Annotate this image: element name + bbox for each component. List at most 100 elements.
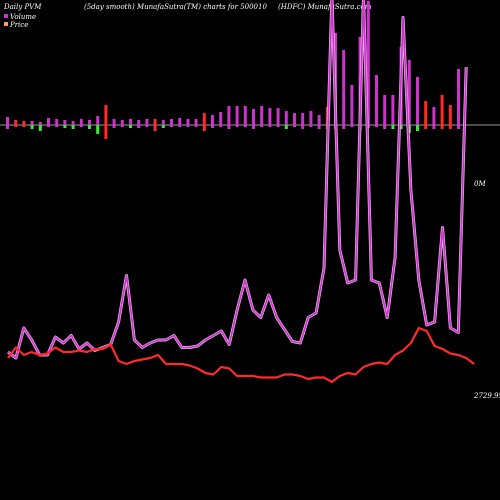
volume-bar-bottom bbox=[301, 125, 305, 129]
volume-bar-bottom bbox=[71, 125, 75, 129]
volume-bar-top bbox=[88, 120, 91, 125]
volume-bar-top bbox=[235, 106, 239, 125]
volume-bar-top bbox=[424, 101, 428, 125]
volume-bar-bottom bbox=[424, 125, 428, 129]
volume-bar-bottom bbox=[293, 125, 296, 127]
volume-bar-top bbox=[161, 120, 165, 125]
volume-bar-bottom bbox=[137, 125, 141, 128]
volume-bar-top bbox=[448, 105, 452, 125]
volume-bar-bottom bbox=[63, 125, 67, 128]
legend-label-price: Price bbox=[9, 21, 28, 29]
header-center: (5day smooth) MunafaSutra(TM) charts for… bbox=[84, 3, 267, 11]
volume-bar-top bbox=[342, 50, 346, 125]
volume-bar-bottom bbox=[276, 125, 280, 127]
volume-line bbox=[7, 0, 467, 359]
volume-bar-bottom bbox=[448, 125, 452, 129]
volume-bar-bottom bbox=[120, 125, 124, 127]
volume-bar-bottom bbox=[391, 125, 395, 129]
volume-bar-top bbox=[63, 120, 67, 125]
volume-bar-bottom bbox=[457, 125, 460, 129]
header-right: (HDFC) MunafaSutra.com bbox=[278, 3, 372, 11]
volume-bar-bottom bbox=[383, 125, 387, 129]
volume-bar-top bbox=[227, 106, 231, 125]
volume-bar-top bbox=[79, 119, 83, 125]
volume-bar-bottom bbox=[416, 125, 419, 131]
volume-bar-bottom bbox=[284, 125, 288, 129]
volume-bar-bottom bbox=[252, 125, 255, 129]
volume-bar-bottom bbox=[153, 125, 157, 131]
volume-bar-top bbox=[309, 111, 313, 125]
volume-bar-bottom bbox=[96, 125, 100, 134]
volume-bar-top bbox=[30, 121, 34, 125]
volume-bar-top bbox=[129, 119, 132, 125]
volume-bar-bottom bbox=[268, 125, 272, 127]
volume-bar-bottom bbox=[202, 125, 206, 131]
volume-bar-top bbox=[153, 119, 157, 125]
volume-bar-top bbox=[6, 117, 9, 125]
volume-bar-bottom bbox=[88, 125, 91, 129]
volume-bar-top bbox=[293, 113, 296, 125]
volume-bar-top bbox=[383, 95, 387, 125]
volume-bar-top bbox=[416, 77, 419, 125]
volume-bar-top bbox=[38, 122, 42, 125]
volume-bar-top bbox=[391, 95, 395, 125]
volume-bar-top bbox=[284, 111, 288, 125]
volume-bar-bottom bbox=[350, 125, 354, 127]
volume-bar-bottom bbox=[375, 125, 378, 127]
volume-bar-bottom bbox=[178, 125, 182, 127]
volume-bar-top bbox=[276, 108, 280, 125]
volume-bar-bottom bbox=[432, 125, 436, 129]
volume-bar-top bbox=[104, 105, 108, 125]
volume-bar-bottom bbox=[309, 125, 313, 127]
volume-bar-top bbox=[186, 119, 190, 125]
volume-bar-top bbox=[252, 109, 255, 125]
legend-swatch-price bbox=[4, 22, 8, 26]
volume-bar-top bbox=[432, 107, 436, 125]
volume-bar-top bbox=[317, 115, 321, 125]
volume-bar-top bbox=[260, 106, 264, 125]
volume-bar-top bbox=[14, 120, 18, 125]
volume-bar-top bbox=[112, 119, 116, 125]
volume-bar-top bbox=[71, 121, 75, 125]
volume-bar-bottom bbox=[186, 125, 190, 127]
volume-bar-top bbox=[301, 113, 305, 125]
volume-bars bbox=[6, 1, 460, 139]
volume-bar-top bbox=[120, 120, 124, 125]
volume-bar-bottom bbox=[112, 125, 116, 128]
volume-bar-top bbox=[219, 112, 223, 125]
volume-bar-top bbox=[22, 121, 26, 125]
volume-bar-top bbox=[440, 95, 444, 125]
volume-bar-bottom bbox=[161, 125, 165, 128]
volume-bar-bottom bbox=[260, 125, 264, 127]
volume-bar-top bbox=[407, 60, 411, 125]
price-last-label: 2729.95 bbox=[473, 392, 500, 400]
legend: Volume Price bbox=[4, 13, 36, 29]
volume-bar-bottom bbox=[399, 125, 403, 129]
volume-bar-top bbox=[96, 116, 100, 125]
volume-bar-bottom bbox=[227, 125, 231, 129]
volume-bar-bottom bbox=[129, 125, 132, 128]
volume-bar-top bbox=[194, 119, 198, 125]
volume-bar-top bbox=[366, 1, 370, 125]
volume-bar-top bbox=[350, 85, 354, 125]
volume-bar-top bbox=[457, 69, 460, 125]
volume-bar-top bbox=[375, 75, 378, 125]
volume-bar-top bbox=[211, 115, 214, 125]
legend-swatch-volume bbox=[4, 14, 8, 18]
volume-bar-top bbox=[47, 118, 50, 125]
volume-bar-bottom bbox=[38, 125, 42, 131]
legend-label-volume: Volume bbox=[10, 13, 36, 21]
volume-bar-bottom bbox=[440, 125, 444, 129]
volume-bar-bottom bbox=[219, 125, 223, 127]
volume-bar-bottom bbox=[145, 125, 149, 127]
volume-bar-bottom bbox=[104, 125, 108, 139]
volume-bar-top bbox=[170, 119, 173, 125]
volume-bar-bottom bbox=[79, 125, 83, 127]
volume-bar-bottom bbox=[194, 125, 198, 127]
price-line bbox=[7, 326, 475, 384]
volume-bar-top bbox=[137, 120, 141, 125]
volume-bar-bottom bbox=[55, 125, 59, 127]
volume-bar-bottom bbox=[22, 125, 26, 127]
